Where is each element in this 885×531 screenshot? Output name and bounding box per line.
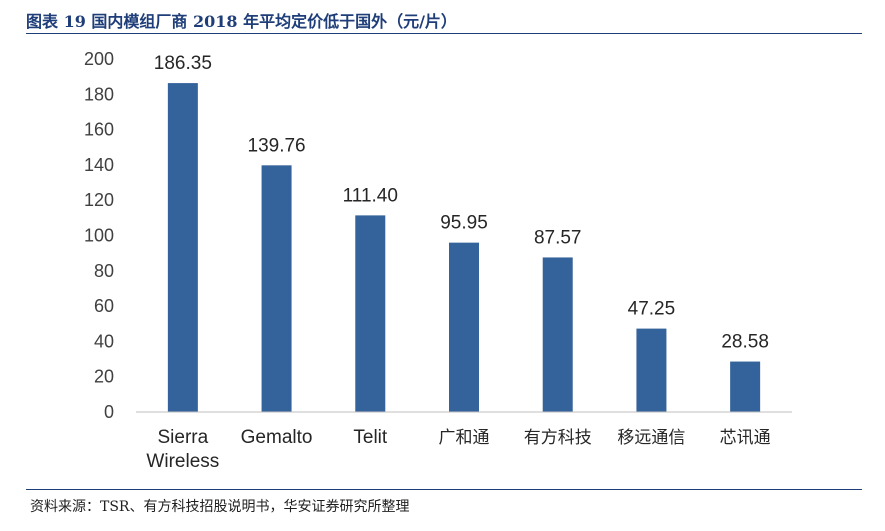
x-tick-label-line: 移远通信 — [617, 428, 685, 448]
y-tick-label: 120 — [84, 190, 114, 210]
source-note: 资料来源：TSR、有方科技招股说明书，华安证券研究所整理 — [30, 499, 410, 515]
y-tick-label: 60 — [94, 296, 114, 316]
title-rule — [26, 33, 862, 34]
data-labels: 186.35 139.76 111.40 95.95 87.57 47.25 28.58 — [154, 53, 769, 352]
x-tick-label-line: 芯讯通 — [720, 428, 771, 448]
bars — [167, 83, 761, 412]
bar — [449, 242, 479, 412]
figure-title: 图表 19 国内模组厂商 2018 年平均定价低于国外（元/片） — [26, 12, 457, 31]
x-tick-label-line: Telit — [353, 427, 388, 448]
source-rule — [26, 489, 862, 490]
data-label: 139.76 — [248, 135, 306, 156]
x-tick-label: 芯讯通 — [720, 428, 771, 448]
y-tick-label: 140 — [84, 155, 114, 175]
x-tick-label-line: 广和通 — [439, 428, 490, 448]
y-tick-label: 0 — [104, 402, 114, 422]
x-tick-label: 有方科技 — [524, 428, 592, 448]
y-tick-label: 160 — [84, 120, 114, 140]
x-tick-label-line: 有方科技 — [524, 428, 592, 448]
x-tick-label: Sierra Wireless — [146, 427, 219, 472]
y-tick-label: 40 — [94, 331, 114, 351]
y-tick-label: 200 — [84, 49, 114, 69]
x-axis-categories: Sierra Wireless Gemalto Telit 广和通 有方科技 移远通信 芯讯通 — [146, 427, 770, 472]
data-label: 186.35 — [154, 53, 212, 74]
x-tick-label: 广和通 — [439, 428, 490, 448]
bar — [167, 83, 198, 412]
y-tick-label: 100 — [84, 226, 114, 246]
bar — [636, 328, 667, 412]
x-tick-label: Telit — [353, 427, 388, 448]
y-tick-label: 80 — [94, 261, 114, 281]
bar — [730, 361, 761, 412]
data-label: 95.95 — [440, 213, 488, 234]
data-label: 111.40 — [343, 185, 398, 206]
x-tick-label: 移远通信 — [617, 428, 685, 448]
data-label: 47.25 — [628, 299, 676, 320]
x-tick-label-line: Gemalto — [241, 427, 313, 448]
x-tick-label: Gemalto — [241, 427, 313, 448]
y-tick-label: 20 — [94, 367, 114, 387]
bar — [542, 257, 573, 412]
x-tick-label-line: Wireless — [146, 451, 219, 472]
bar — [261, 165, 292, 412]
x-tick-label-line: Sierra — [158, 427, 209, 448]
data-label: 87.57 — [534, 227, 582, 248]
data-label: 28.58 — [721, 332, 769, 353]
y-axis-ticks: 0 20 40 60 80 100 120 140 160 180 200 — [84, 49, 114, 422]
bar — [355, 215, 386, 412]
y-tick-label: 180 — [84, 84, 114, 104]
